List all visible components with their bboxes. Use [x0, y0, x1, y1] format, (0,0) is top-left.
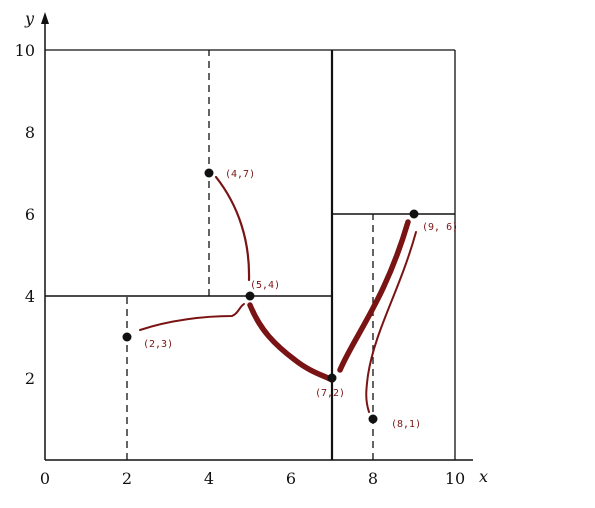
y-tick-label: 4 [25, 287, 35, 306]
search-trail-stroke [365, 231, 417, 413]
points-layer [122, 168, 419, 424]
annotation-layer [139, 175, 417, 413]
data-point [368, 414, 378, 424]
y-tick-label: 8 [25, 123, 35, 142]
x-axis-label: x [479, 467, 488, 486]
search-trail-stroke [214, 175, 251, 282]
data-point [327, 373, 337, 383]
x-tick-label: 4 [204, 469, 214, 488]
x-tick-label: 6 [286, 469, 296, 488]
point-label: (8,1) [391, 419, 421, 430]
y-tick-label: 2 [25, 369, 35, 388]
y-axis-arrowhead [41, 12, 49, 24]
search-trail-stroke [337, 219, 411, 373]
x-tick-label: 10 [445, 469, 465, 488]
point-label: (4,7) [225, 169, 255, 180]
point-label: (7,2) [315, 388, 345, 399]
x-tick-label: 8 [368, 469, 378, 488]
frame-layer [45, 49, 456, 460]
y-tick-label: 6 [25, 205, 35, 224]
x-tick-label: 2 [122, 469, 132, 488]
data-point [204, 168, 214, 178]
point-label: (2,3) [143, 339, 173, 350]
y-tick-label: 10 [15, 41, 35, 60]
labels-layer: (2,3) (4,7) (5,4) (7,2) (8,1) (9, 6) [143, 169, 458, 430]
y-axis-label: y [24, 9, 35, 28]
x-tick-label: 0 [40, 469, 50, 488]
partition-layer [45, 50, 455, 460]
data-point [245, 291, 255, 301]
search-trail-stroke [139, 303, 245, 331]
point-label: (5,4) [250, 280, 280, 291]
data-point [409, 209, 419, 219]
search-trail-stroke [247, 302, 335, 383]
axes-layer: 0 2 4 6 8 10 2 4 6 8 10 x y [15, 9, 488, 488]
data-point [122, 332, 132, 342]
point-label: (9, 6) [422, 222, 458, 233]
